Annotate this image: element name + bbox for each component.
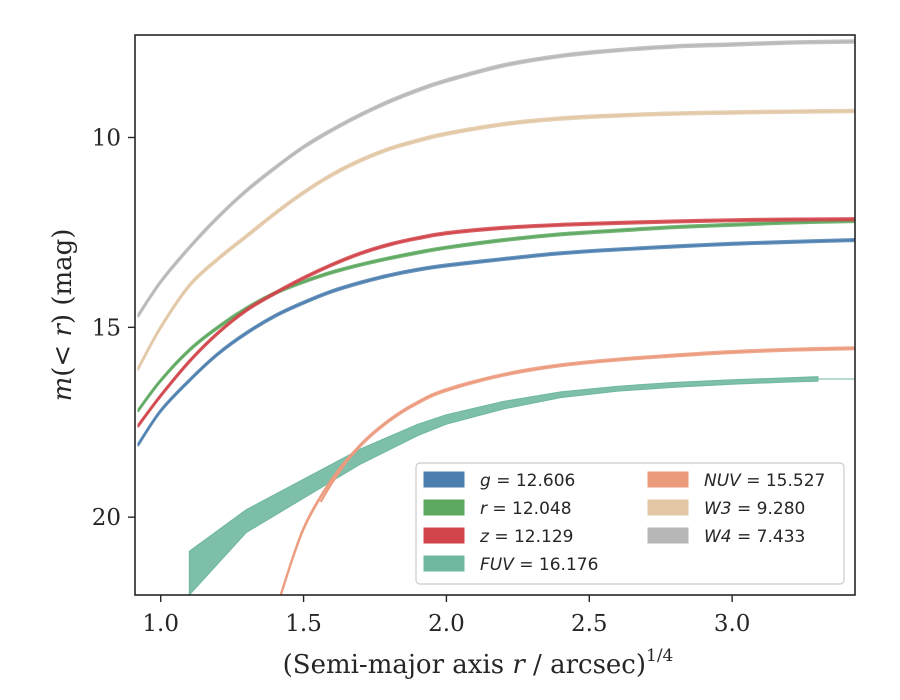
legend-label: g = 12.606 [480, 471, 575, 491]
series-g-line [137, 239, 855, 446]
legend-label: r = 12.048 [480, 499, 572, 519]
x-tick-label: 3.0 [714, 611, 751, 637]
series-w3-line [137, 110, 855, 370]
legend-label: W3 = 9.280 [704, 499, 805, 519]
series-z-upper [137, 217, 855, 426]
legend-label-value: = 12.048 [487, 499, 572, 519]
series-w4-upper [137, 39, 855, 316]
legend-item-w3: W3 = 9.280 [647, 499, 805, 519]
legend-label: FUV = 16.176 [480, 555, 598, 575]
legend-label-band: NUV [704, 471, 742, 491]
y-tick-label: 15 [92, 315, 121, 341]
series-g [137, 238, 855, 447]
legend-swatch [647, 499, 689, 516]
legend-swatch [647, 471, 689, 488]
series-z-lower [137, 219, 855, 428]
series-w4 [137, 39, 855, 318]
legend-label-value: = 16.176 [514, 555, 599, 575]
series-w3-upper [137, 108, 855, 369]
legend-item-fuv: FUV = 16.176 [423, 555, 598, 575]
legend-label-band: g [480, 471, 491, 491]
legend-label-value: = 15.527 [741, 471, 826, 491]
legend-swatch [647, 527, 689, 544]
legend-label-band: W4 [704, 527, 732, 547]
legend-swatch [423, 555, 465, 572]
y-axis-title-r: r [48, 323, 78, 337]
ticks-layer: 1.0 1.5 2.0 2.5 3.0 10 15 20 [92, 126, 751, 637]
legend-label: z = 12.129 [479, 527, 573, 547]
series-nuv-line [280, 347, 855, 595]
series-layer [137, 39, 855, 595]
x-tick-label: 2.0 [428, 611, 465, 637]
legend-item-z: z = 12.129 [423, 527, 573, 547]
series-r [137, 219, 855, 413]
legend-label-value: = 12.606 [491, 471, 576, 491]
legend-frame [415, 462, 845, 585]
series-z [137, 217, 855, 428]
legend-label-band: r [480, 499, 488, 519]
x-tick-label: 1.0 [142, 611, 179, 637]
legend-swatch [423, 527, 465, 544]
legend-item-r: r = 12.048 [423, 499, 572, 519]
series-w3 [137, 108, 855, 371]
x-axis-title-variable: r [512, 650, 526, 680]
legend-swatch [423, 499, 465, 516]
legend-label-band: FUV [480, 555, 515, 575]
x-tick-label: 1.5 [285, 611, 322, 637]
series-w4-lower [137, 41, 855, 318]
legend-item-g: g = 12.606 [423, 471, 575, 491]
legend-item-nuv: NUV = 15.527 [647, 471, 825, 491]
legend-label-band: z [479, 527, 490, 547]
series-r-line [137, 220, 855, 412]
y-tick-label: 20 [92, 505, 121, 531]
legend-label-value: = 7.433 [732, 527, 806, 547]
series-g-upper [137, 238, 855, 445]
legend-item-w4: W4 = 7.433 [647, 527, 805, 547]
y-axis-title: m(< r) (mag) [48, 229, 78, 402]
series-w3-lower [137, 111, 855, 371]
legend-label: W4 = 7.433 [704, 527, 805, 547]
legend-label: NUV = 15.527 [704, 471, 825, 491]
series-z-line [137, 218, 855, 427]
x-tick-label: 2.5 [571, 611, 608, 637]
x-axis-title-prefix: (Semi-major axis [283, 650, 513, 680]
series-nuv [279, 346, 855, 595]
series-fuv [188, 376, 855, 595]
y-axis-title-m: m [48, 377, 78, 402]
x-axis-title: (Semi-major axis r / arcsec)1/4 [283, 646, 674, 680]
x-axis-title-exponent: 1/4 [646, 646, 673, 666]
series-w4-line [137, 40, 855, 317]
series-nuv-secondary [319, 444, 362, 503]
legend-swatch [423, 471, 465, 488]
series-r-lower [137, 221, 855, 413]
series-g-lower [137, 240, 855, 447]
y-axis-title-rest: ) (mag) [48, 229, 78, 325]
y-tick-label: 10 [92, 126, 121, 152]
legend-label-value: = 12.129 [489, 527, 574, 547]
plot-frame [134, 34, 856, 596]
y-axis-title-open: (< [48, 337, 78, 377]
series-r-upper [137, 219, 855, 411]
series-fuv-band [188, 376, 819, 595]
legend-label-value: = 9.280 [732, 499, 806, 519]
x-axis-title-suffix: / arcsec) [525, 650, 646, 680]
legend-label-band: W3 [704, 499, 732, 519]
